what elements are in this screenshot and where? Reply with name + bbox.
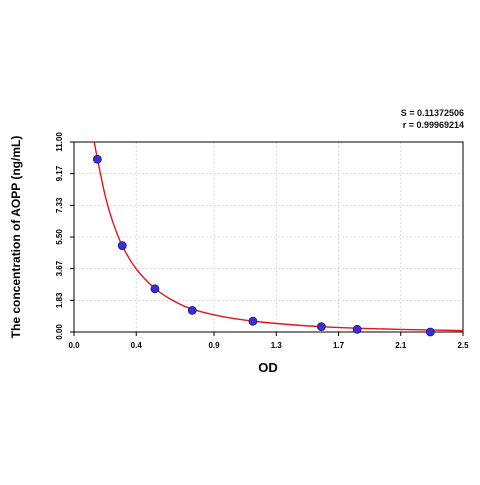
y-tick-label: 7.33 — [55, 197, 64, 213]
data-point — [150, 284, 160, 294]
data-point — [117, 241, 127, 251]
plot-frame — [73, 141, 464, 333]
y-tick-label: 1.83 — [55, 292, 64, 308]
data-point — [352, 324, 362, 334]
x-tick-label: 2.1 — [395, 341, 407, 350]
axis-ticks: 0.0 0.4 0.9 1.3 1.7 2.1 2.5 0.00 1.83 3.67 5.50 7.3… — [55, 132, 469, 350]
data-point — [187, 306, 197, 315]
y-axis-label: The concentration of AOPP (ng/mL) — [9, 136, 23, 339]
fit-curve — [93, 141, 464, 332]
data-point — [317, 322, 326, 332]
y-tick-label: 5.50 — [55, 229, 64, 245]
y-tick-label: 0.00 — [55, 324, 64, 340]
y-tick-label: 11.00 — [55, 132, 64, 152]
x-tick-label: 0.0 — [68, 341, 80, 350]
data-point — [425, 327, 435, 337]
data-points — [92, 154, 435, 337]
x-tick-label: 1.7 — [333, 341, 345, 350]
x-tick-label: 1.3 — [271, 341, 283, 350]
data-point — [248, 316, 258, 326]
stat-s-value: S = 0.11372506 — [400, 108, 464, 118]
grid — [73, 141, 464, 333]
fit-curve-group — [93, 141, 464, 332]
x-tick-label: 0.9 — [208, 341, 220, 350]
x-tick-label: 0.4 — [131, 341, 143, 350]
y-tick-label: 9.17 — [55, 165, 64, 181]
x-axis-label: OD — [258, 360, 278, 375]
y-tick-label: 3.67 — [55, 260, 64, 276]
data-point — [92, 154, 102, 164]
stat-r-value: r = 0.99969214 — [402, 120, 464, 130]
x-tick-label: 2.5 — [457, 341, 469, 350]
